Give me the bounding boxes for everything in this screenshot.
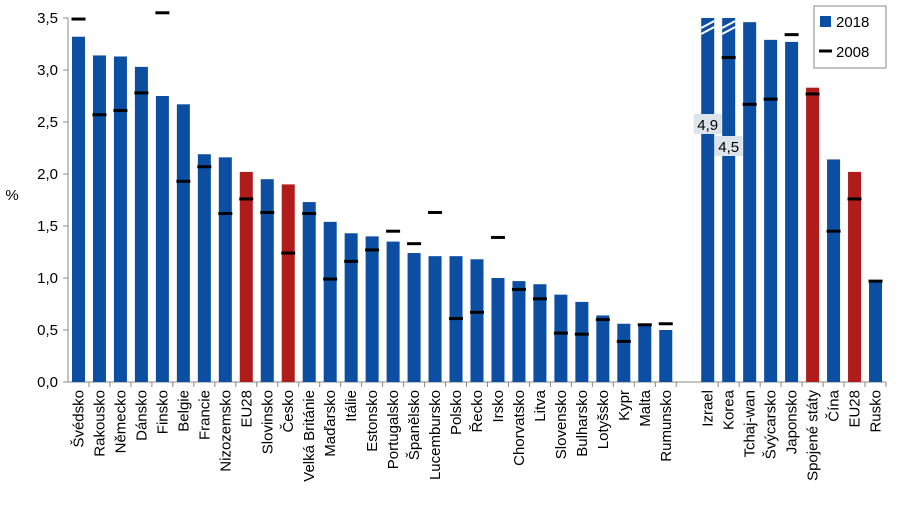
axis-break xyxy=(700,26,715,35)
x-tick-label: Čína xyxy=(826,389,843,421)
y-tick-label: 2,5 xyxy=(37,114,58,131)
bar xyxy=(575,301,589,382)
x-tick-label: Slovensko xyxy=(553,390,570,459)
bar xyxy=(806,87,820,383)
x-tick-label: Belgie xyxy=(175,390,192,432)
bar xyxy=(176,104,190,382)
bar xyxy=(239,171,253,382)
bar xyxy=(722,18,736,382)
x-tick-label: Dánsko xyxy=(133,390,150,441)
x-tick-label: Maďarsko xyxy=(322,390,339,457)
bar xyxy=(470,259,484,382)
legend-label: 2008 xyxy=(836,44,869,61)
bar xyxy=(533,284,547,382)
y-tick-label: 1,0 xyxy=(37,270,58,287)
bar xyxy=(407,253,421,382)
bar xyxy=(344,233,358,382)
bar xyxy=(71,36,85,382)
x-tick-label: Izrael xyxy=(700,390,717,427)
x-tick-label: Estonsko xyxy=(364,390,381,452)
bar xyxy=(764,39,778,383)
x-tick-label: Velká Británie xyxy=(301,390,318,482)
bar xyxy=(743,22,757,382)
x-tick-label: Rusko xyxy=(868,390,885,433)
x-tick-label: Spojené státy xyxy=(805,390,822,481)
x-tick-label: Švýcarsko xyxy=(763,390,780,459)
bar xyxy=(701,18,715,382)
x-tick-label: Chorvatsko xyxy=(511,390,528,466)
value-label-box xyxy=(714,136,743,156)
bar xyxy=(491,278,505,382)
axis-break xyxy=(721,26,736,35)
x-tick-label: EU28 xyxy=(847,390,864,428)
bar xyxy=(659,330,673,382)
x-tick-label: Rumunsko xyxy=(658,390,675,462)
x-tick-label: Bulharsko xyxy=(574,390,591,457)
bar xyxy=(428,256,442,382)
x-tick-label: Finsko xyxy=(154,390,171,434)
x-tick-label: Francie xyxy=(196,390,213,440)
x-tick-label: Korea xyxy=(721,389,738,430)
bar xyxy=(302,202,316,382)
bar xyxy=(197,154,211,382)
bar xyxy=(365,236,379,382)
bar xyxy=(113,56,127,382)
bar xyxy=(554,294,568,382)
x-tick-label: Rakousko xyxy=(91,390,108,457)
y-tick-label: 1,5 xyxy=(37,218,58,235)
y-tick-label: 3,0 xyxy=(37,62,58,79)
y-axis-label: % xyxy=(5,187,18,204)
y-tick-label: 2,0 xyxy=(37,166,58,183)
x-tick-label: Lotyšsko xyxy=(595,390,612,449)
bar xyxy=(512,281,526,382)
x-tick-label: EU28 xyxy=(238,390,255,428)
x-tick-label: Irsko xyxy=(490,390,507,423)
x-tick-label: Německo xyxy=(112,390,129,453)
value-label: 4,5 xyxy=(718,139,739,156)
x-tick-label: Portugalsko xyxy=(385,390,402,469)
bar xyxy=(260,179,274,382)
axis-break xyxy=(721,20,736,29)
x-tick-label: Řecko xyxy=(469,390,486,433)
y-tick-label: 0,0 xyxy=(37,374,58,391)
y-tick-label: 3,5 xyxy=(37,10,58,27)
x-tick-label: Slovinsko xyxy=(259,390,276,454)
bar xyxy=(386,241,400,382)
bar xyxy=(323,221,337,382)
x-tick-label: Itálie xyxy=(343,390,360,422)
x-tick-label: Tchaj-wan xyxy=(742,390,759,458)
bar xyxy=(218,157,232,382)
bar xyxy=(848,171,862,382)
bar xyxy=(92,55,106,382)
bar xyxy=(281,184,295,382)
x-tick-label: Polsko xyxy=(448,390,465,435)
x-tick-label: Litva xyxy=(532,389,549,421)
axis-break xyxy=(700,20,715,29)
x-tick-label: Kypr xyxy=(616,390,633,421)
x-tick-label: Španělsko xyxy=(406,390,423,460)
bar xyxy=(617,323,631,382)
y-tick-label: 0,5 xyxy=(37,322,58,339)
bar xyxy=(785,41,799,383)
bar xyxy=(827,159,841,382)
x-tick-label: Česko xyxy=(280,390,297,433)
x-tick-label: Nizozemsko xyxy=(217,390,234,472)
x-tick-label: Malta xyxy=(637,389,654,426)
bar xyxy=(596,315,610,382)
bar xyxy=(869,280,883,382)
bar xyxy=(134,66,148,382)
value-label: 4,9 xyxy=(697,117,718,134)
legend-swatch xyxy=(820,16,831,27)
bar xyxy=(638,324,652,382)
x-tick-label: Japonsko xyxy=(784,390,801,454)
x-tick-label: Švédsko xyxy=(70,390,87,448)
bar xyxy=(155,96,169,382)
legend-label: 2018 xyxy=(836,14,869,31)
value-label-box xyxy=(693,114,722,134)
x-tick-label: Lucembursko xyxy=(427,390,444,480)
